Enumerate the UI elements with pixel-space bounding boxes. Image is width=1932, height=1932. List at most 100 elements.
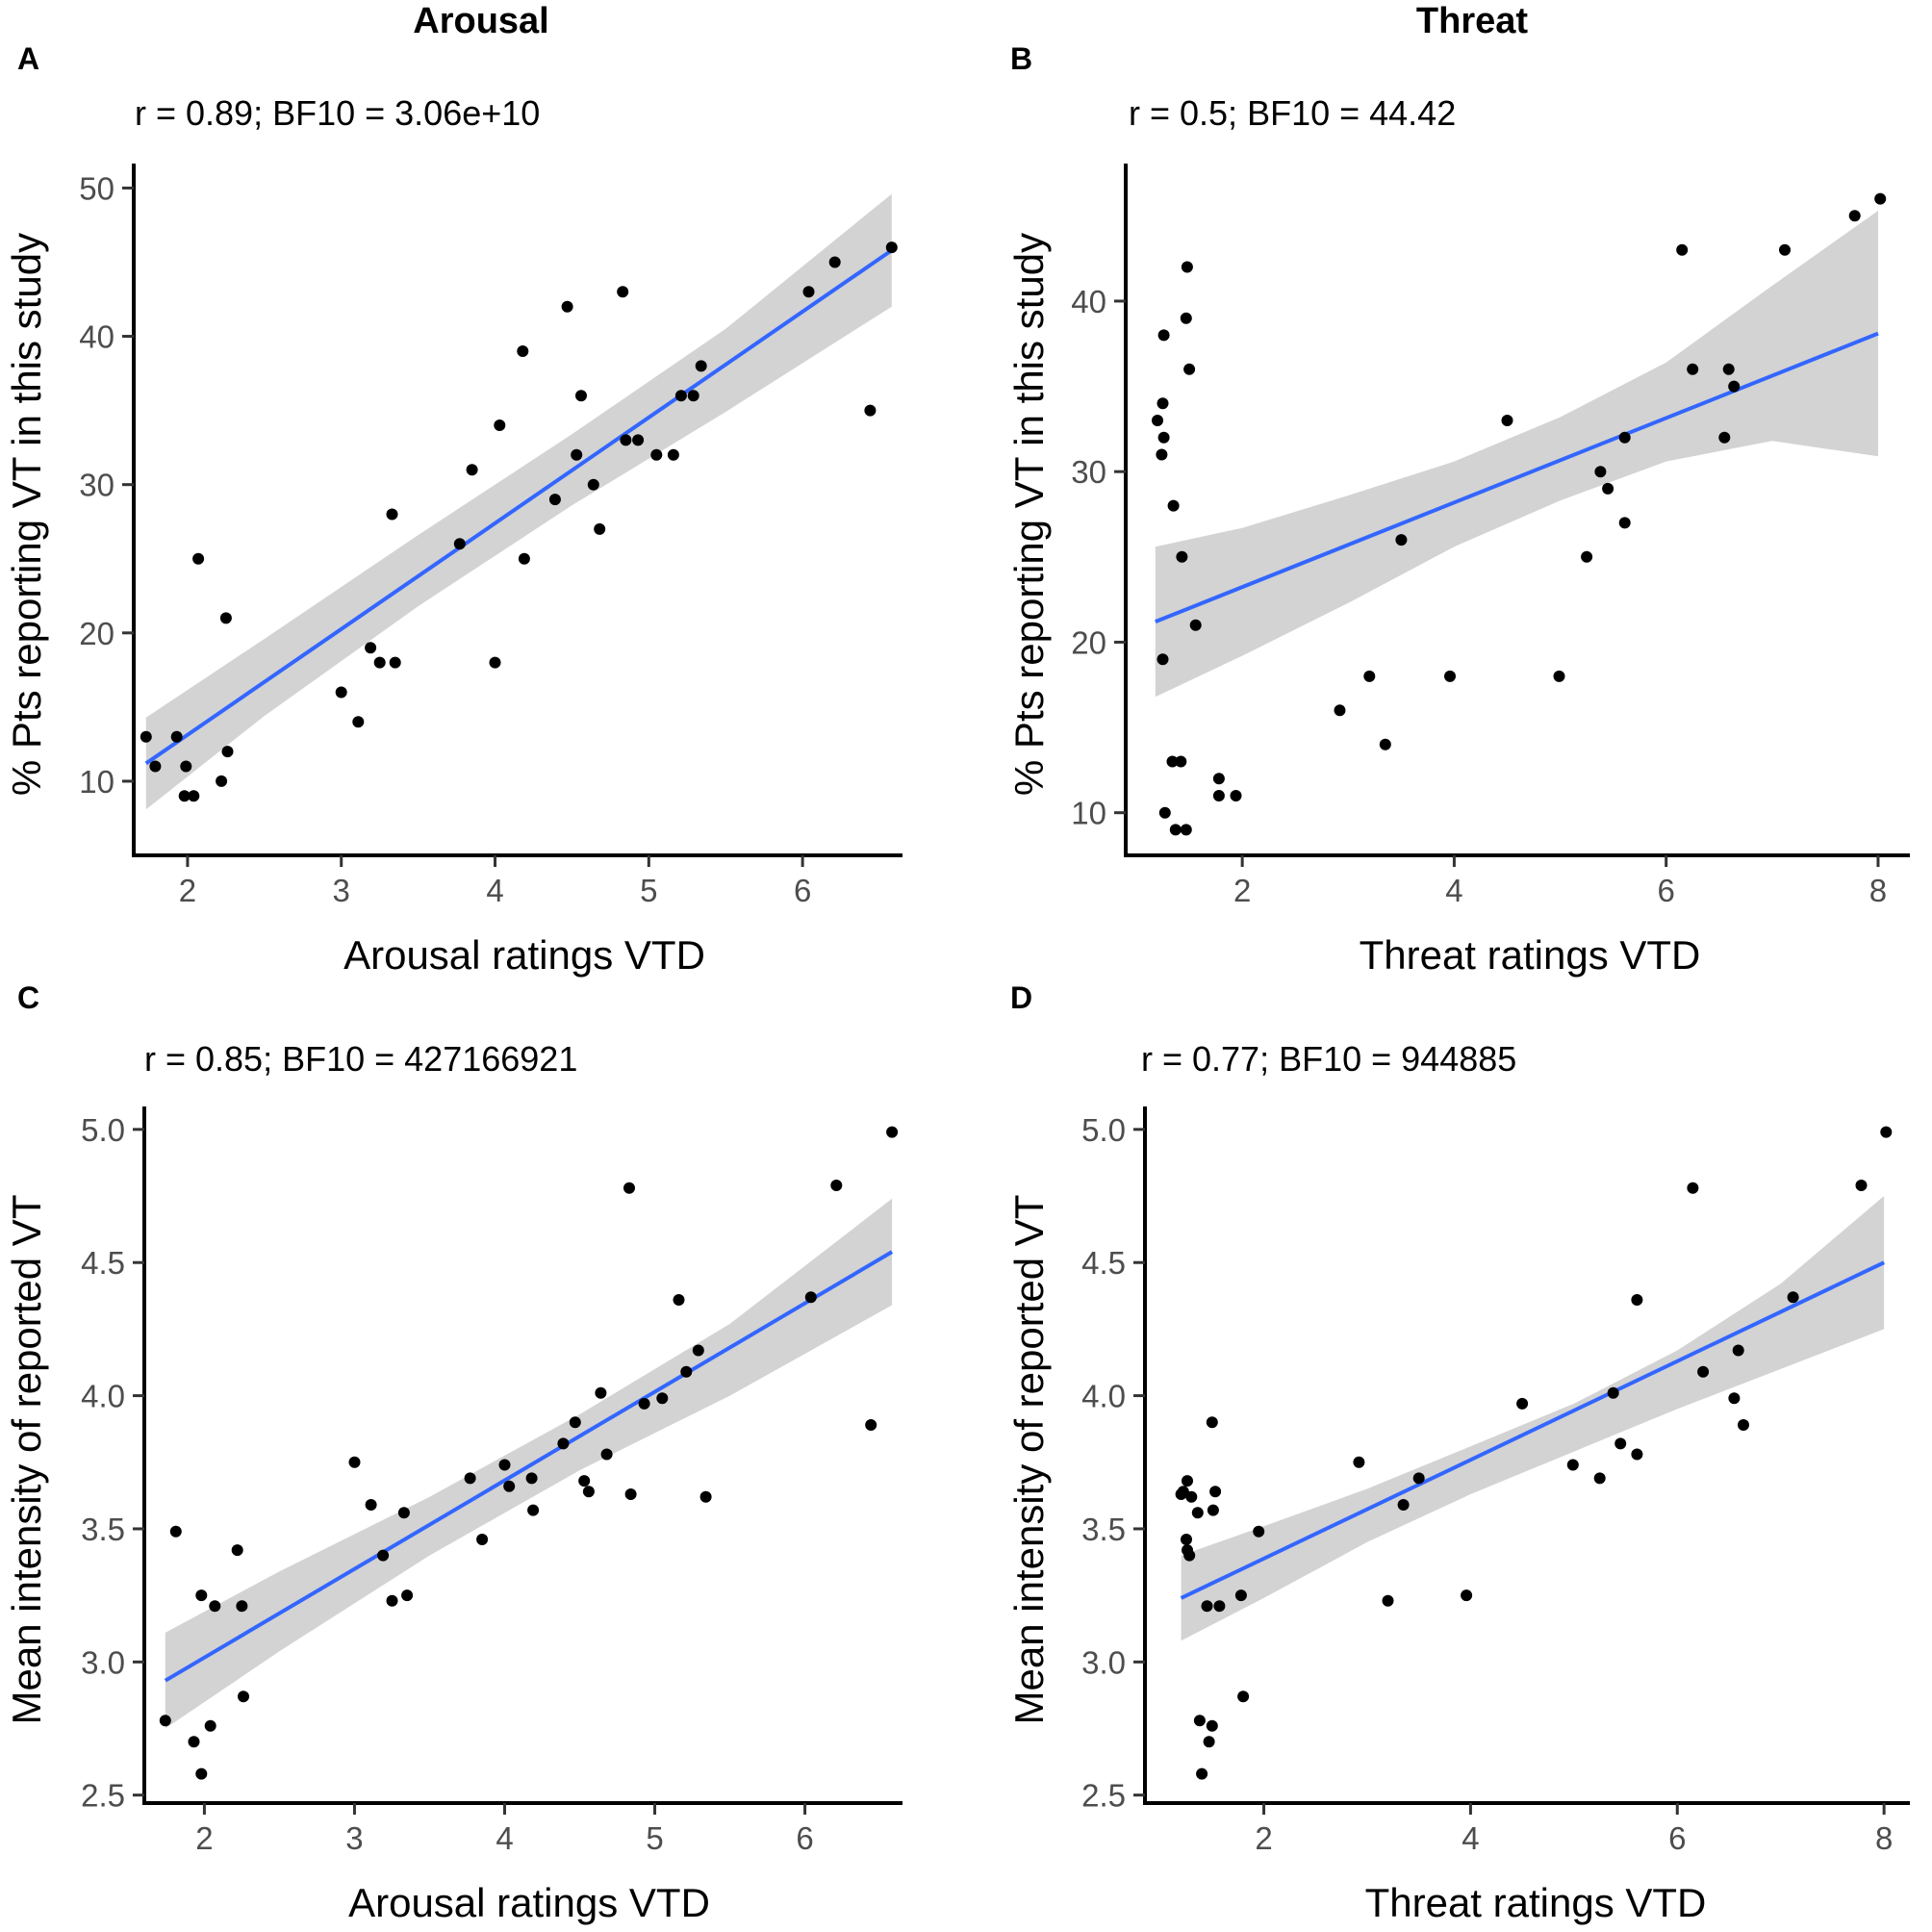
data-point [1855,1180,1868,1191]
data-point [170,730,183,743]
data-point [1158,806,1171,819]
data-point [401,1589,414,1602]
data-point [1687,363,1699,375]
data-point [1728,380,1741,393]
regression-line [1180,1260,1886,1600]
confidence-band [1181,1196,1885,1641]
data-point [238,1690,249,1703]
data-point [1594,466,1607,478]
data-point [1185,1490,1198,1503]
regression-line [144,248,893,766]
data-point [365,1499,377,1511]
y-tick-label: 5.0 [81,1112,125,1148]
data-point [1183,363,1196,375]
panel-label: A [17,41,39,76]
y-axis-title: % Pts reporting VT in this study [1006,233,1052,796]
data-point [204,1719,216,1732]
data-point [1412,1472,1425,1485]
data-point [680,1365,693,1378]
stats-annotation: r = 0.85; BF10 = 427166921 [144,1039,577,1079]
data-point [1156,448,1168,461]
data-point [1676,243,1689,256]
panel-c: Cr = 0.85; BF10 = 427166921 2 3 4 5 6 2.5 3.0 3.… [4,980,902,1925]
data-point [1157,397,1169,410]
data-point [169,1525,182,1538]
data-point [1207,1504,1219,1516]
x-tick-label: 6 [1668,1820,1686,1856]
data-point [1382,1594,1394,1607]
data-point [650,448,663,461]
x-tick-label: 5 [640,873,657,908]
column-title-arousal: Arousal [413,1,548,41]
data-point [1614,1437,1627,1450]
y-tick-label: 3.5 [81,1512,125,1547]
data-point [373,656,386,669]
y-tick-label: 4.5 [1081,1245,1126,1281]
data-point [1157,431,1170,444]
panel-a: Ar = 0.89; BF10 = 3.06e+10 2 3 4 5 6 10 20 30 40 5… [4,41,902,978]
y-tick-label: 30 [1071,454,1106,490]
data-point [623,1182,635,1194]
data-point [1253,1525,1265,1538]
y-tick-label: 4.5 [81,1245,125,1281]
x-tick-label: 2 [1255,1820,1272,1856]
x-tick-label: 3 [345,1820,363,1856]
data-point [494,419,506,431]
data-point [1182,1475,1193,1487]
data-point [548,494,561,506]
data-point [1152,415,1163,426]
data-point [557,1437,570,1450]
data-point [638,1397,650,1410]
regression-line [1155,331,1879,624]
data-point [1180,312,1192,324]
x-tick-label: 4 [1462,1820,1479,1856]
data-point [188,790,200,802]
data-point [1722,363,1735,375]
x-tick-label: 8 [1875,1820,1893,1856]
data-point [1212,773,1225,785]
data-point [216,775,228,787]
data-point [1874,192,1887,205]
x-tick-label: 2 [195,1820,213,1856]
x-tick-label: 6 [796,1820,813,1856]
data-point [1181,1534,1192,1545]
x-axis-title: Arousal ratings VTD [343,932,705,978]
data-point [386,1594,398,1607]
data-point [864,404,877,417]
data-point [219,612,232,624]
y-tick-label: 40 [1071,284,1106,319]
data-point [1212,790,1225,801]
data-point [1607,1386,1619,1399]
data-point [582,1486,595,1498]
confidence-band [165,1198,893,1729]
data-point [886,1126,899,1138]
data-point [595,1386,607,1399]
data-point [1553,670,1565,682]
data-point [632,434,645,446]
x-tick-label: 4 [1445,873,1462,908]
x-tick-label: 6 [1658,873,1675,908]
data-point [569,1416,581,1429]
data-point [1237,1690,1250,1703]
data-point [1176,550,1188,563]
confidence-band [145,193,892,810]
data-point [1169,824,1182,836]
confidence-band [1155,211,1878,698]
y-tick-label: 3.0 [81,1644,125,1680]
panels: Ar = 0.89; BF10 = 3.06e+10 2 3 4 5 6 10 20 30 40 5… [4,41,1910,1925]
x-tick-label: 5 [646,1820,663,1856]
data-point [1206,1416,1218,1429]
data-point [1461,1589,1473,1602]
y-tick-label: 10 [79,764,114,800]
panel-label: B [1010,41,1032,76]
x-tick-label: 4 [496,1820,513,1856]
data-point [397,1507,410,1519]
data-point [692,1344,704,1357]
data-point [517,345,529,357]
data-point [1581,550,1593,563]
data-point [1395,534,1408,547]
data-point [1353,1456,1365,1468]
data-point [159,1715,171,1727]
data-point [149,760,162,773]
data-point [489,656,501,669]
